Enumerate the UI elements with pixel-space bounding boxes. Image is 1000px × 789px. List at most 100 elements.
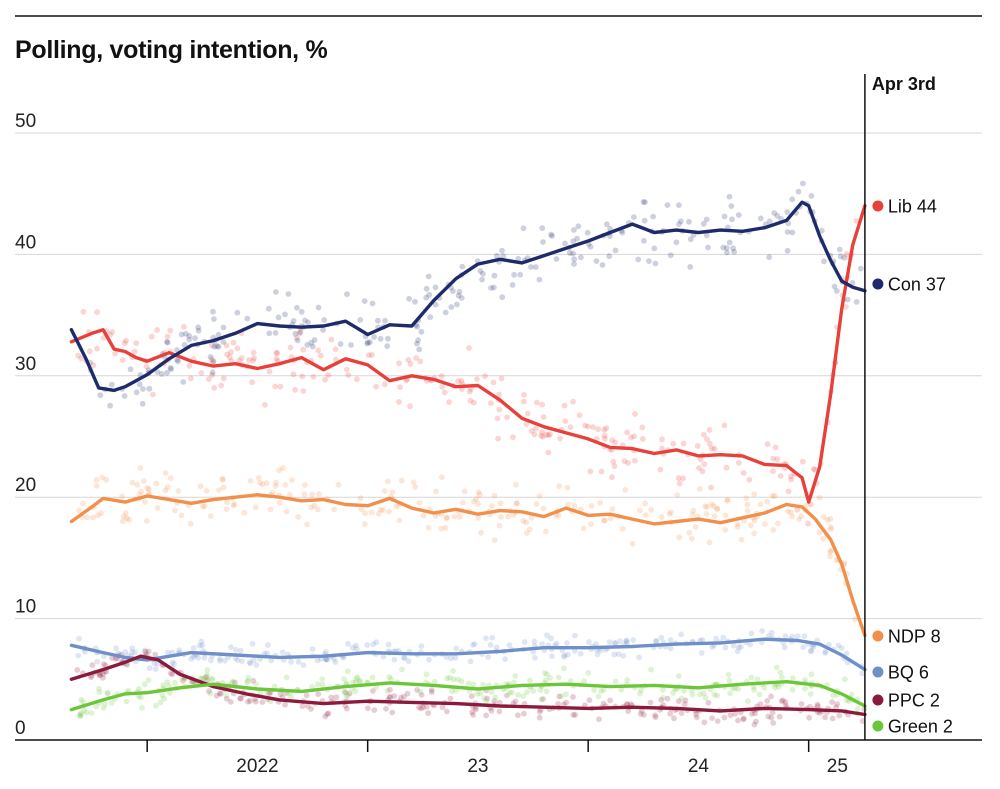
series-legend: Lib 44 Con 37 NDP 8 BQ 6 PPC 2 Green 2 xyxy=(872,197,953,737)
poll-dot xyxy=(206,688,212,695)
poll-dot xyxy=(757,501,764,508)
poll-dot xyxy=(354,376,360,383)
poll-dot xyxy=(474,691,481,697)
poll-dot xyxy=(215,331,222,338)
poll-dot xyxy=(129,645,136,652)
poll-dot xyxy=(570,711,577,718)
poll-dot xyxy=(371,707,378,713)
poll-dot xyxy=(423,671,430,678)
poll-dot xyxy=(142,499,148,505)
poll-dot xyxy=(211,316,217,322)
poll-dot xyxy=(676,480,683,487)
poll-dot xyxy=(810,644,817,650)
poll-dot xyxy=(145,677,152,684)
poll-dot xyxy=(305,319,311,326)
poll-dot xyxy=(370,641,377,648)
poll-dot xyxy=(247,660,254,667)
poll-dot xyxy=(528,428,535,434)
poll-dot xyxy=(676,202,682,209)
poll-dot xyxy=(428,689,435,696)
poll-dot xyxy=(820,535,827,542)
poll-dot xyxy=(678,695,685,702)
poll-dot xyxy=(580,525,587,532)
poll-dot xyxy=(842,304,849,310)
poll-dot xyxy=(800,180,806,187)
poll-dot xyxy=(475,501,481,507)
poll-dot xyxy=(207,513,214,520)
poll-dot xyxy=(401,693,407,700)
poll-dot xyxy=(831,283,838,290)
poll-dot xyxy=(165,484,171,490)
latest-date-label: Apr 3rd xyxy=(872,74,936,94)
poll-dot xyxy=(407,403,413,410)
poll-dot xyxy=(515,692,521,698)
poll-dot xyxy=(859,670,866,677)
poll-dot xyxy=(123,515,130,522)
poll-dot xyxy=(172,679,178,686)
poll-dot xyxy=(458,678,465,685)
poll-dot xyxy=(246,659,253,666)
poll-dot xyxy=(345,372,352,378)
poll-dot xyxy=(396,399,402,405)
poll-dot xyxy=(316,491,322,497)
poll-dot xyxy=(658,696,664,703)
poll-dot xyxy=(331,506,338,513)
poll-dot xyxy=(515,255,522,262)
poll-dot xyxy=(416,500,423,506)
legend-label-con: Con 37 xyxy=(888,275,946,295)
poll-dot xyxy=(629,540,636,547)
poll-dot xyxy=(701,690,707,697)
poll-dot xyxy=(471,498,477,505)
poll-dot xyxy=(681,701,688,708)
poll-dot xyxy=(267,506,274,513)
poll-dot xyxy=(209,372,216,378)
poll-dot xyxy=(843,650,850,657)
poll-dot xyxy=(609,506,616,512)
poll-dot xyxy=(765,633,772,639)
poll-dot xyxy=(154,505,161,511)
poll-dot xyxy=(770,720,777,726)
poll-dot xyxy=(675,475,682,482)
poll-dot xyxy=(300,346,307,353)
poll-dot xyxy=(630,637,637,643)
poll-dot xyxy=(206,376,212,382)
poll-dot xyxy=(611,463,618,470)
poll-dot xyxy=(770,527,777,533)
poll-dot xyxy=(234,345,241,352)
poll-dot xyxy=(450,288,456,294)
poll-dot xyxy=(714,692,720,699)
series-line-ndp xyxy=(69,493,867,638)
poll-dot xyxy=(702,503,709,510)
poll-dot xyxy=(619,229,626,236)
poll-dot xyxy=(732,685,738,691)
poll-dot xyxy=(391,656,398,663)
poll-dot xyxy=(174,356,181,363)
poll-dot xyxy=(578,254,584,261)
poll-dot xyxy=(385,335,391,342)
poll-dot xyxy=(652,712,658,719)
poll-dot xyxy=(491,492,498,499)
poll-dot xyxy=(705,699,712,706)
poll-dot xyxy=(161,695,168,702)
poll-dot xyxy=(675,698,682,705)
poll-dot xyxy=(816,494,823,501)
poll-dot xyxy=(418,643,425,649)
poll-dot xyxy=(833,288,840,294)
poll-dot xyxy=(496,699,503,706)
poll-dot xyxy=(375,317,381,324)
poll-dot xyxy=(774,212,781,219)
poll-dot xyxy=(488,400,494,407)
poll-dot xyxy=(509,282,516,288)
series-line-ppc xyxy=(69,654,867,717)
series-line-con xyxy=(69,200,867,393)
poll-dot xyxy=(561,665,567,672)
poll-dot xyxy=(84,514,91,521)
poll-dot xyxy=(544,671,550,678)
poll-dot xyxy=(112,350,118,357)
poll-dot xyxy=(220,375,227,382)
poll-dot xyxy=(152,651,159,658)
poll-dot xyxy=(696,486,703,492)
poll-dot xyxy=(107,402,113,409)
poll-dot xyxy=(134,481,141,488)
poll-dot xyxy=(215,343,222,350)
